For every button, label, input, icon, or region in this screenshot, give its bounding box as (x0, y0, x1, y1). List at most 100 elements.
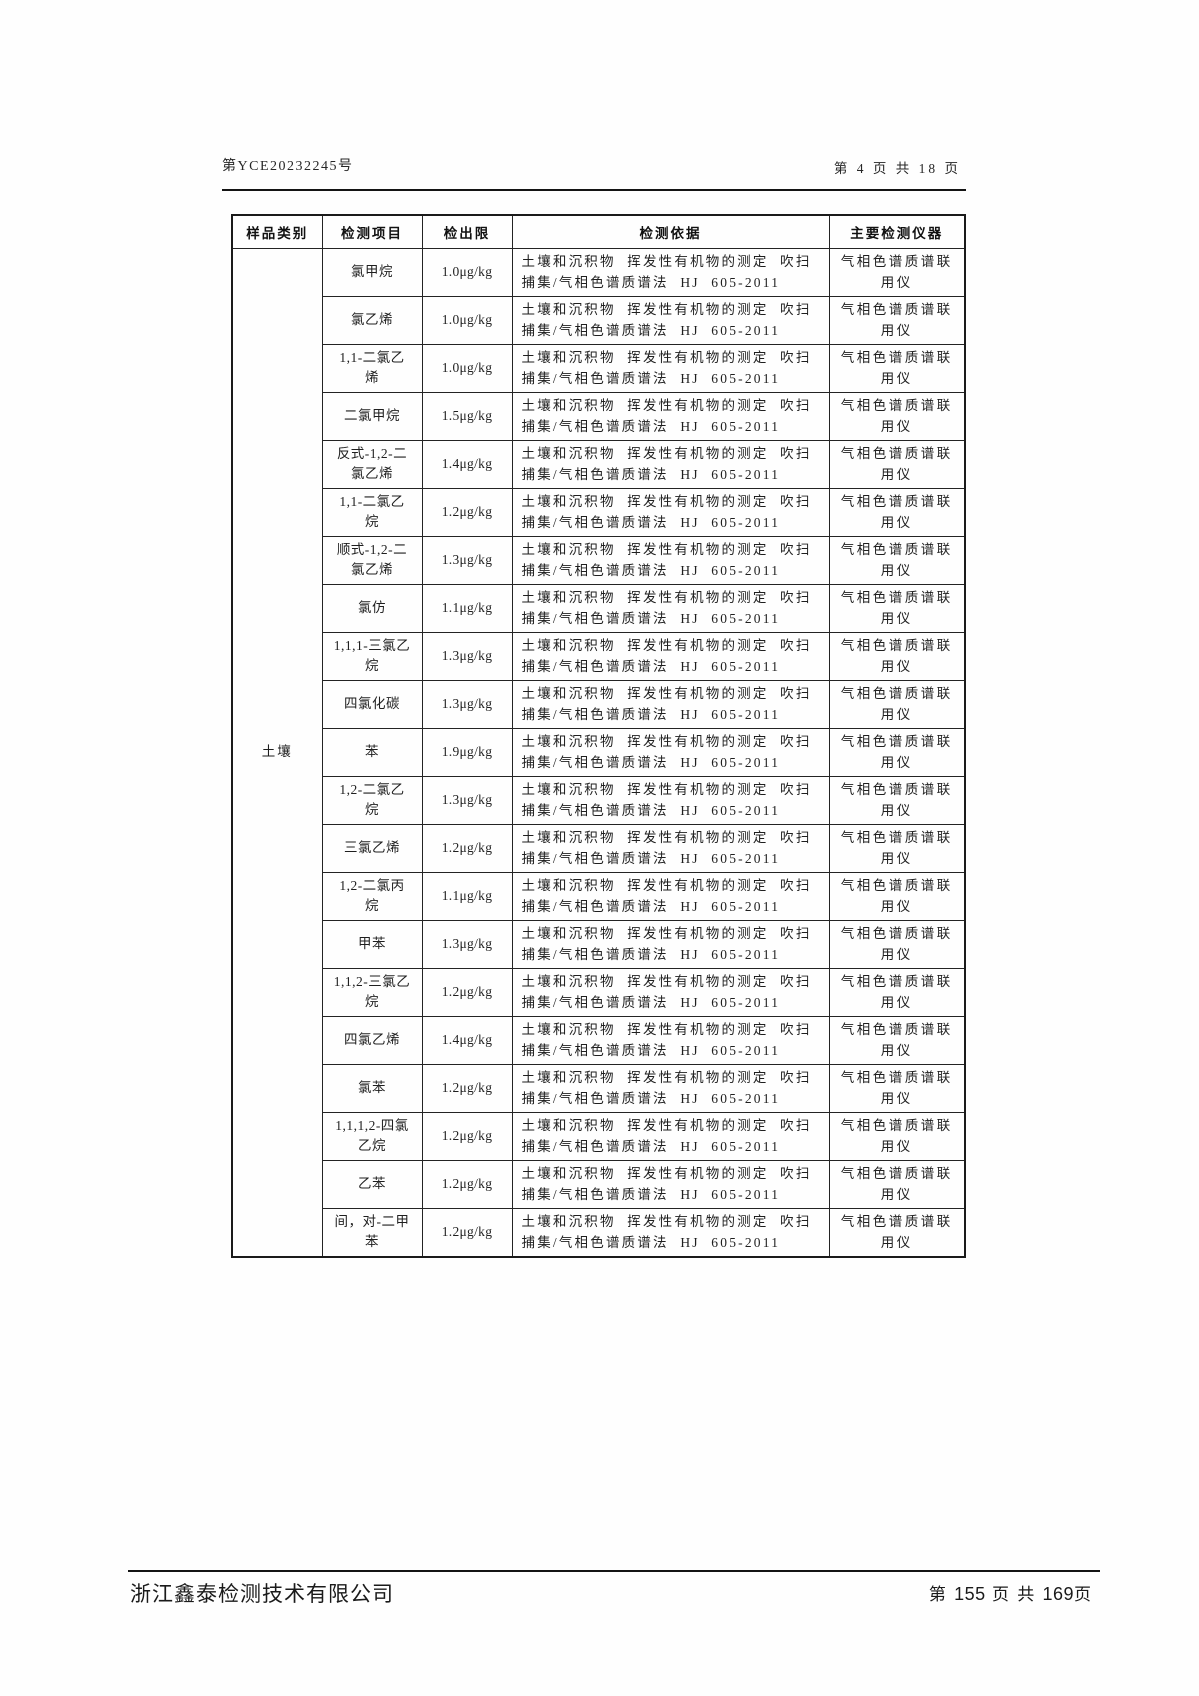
footer-label-ye: 页 (1074, 1585, 1093, 1604)
test-basis-cell: 土壤和沉积物 挥发性有机物的测定 吹扫 捕集/气相色谱质谱法 HJ 605-20… (511, 679, 830, 729)
footer-company-name: 浙江鑫泰检测技术有限公司 (130, 1582, 394, 1606)
table-row: 1,2-二氯乙 烷 1.3μg/kg 土壤和沉积物 挥发性有机物的测定 吹扫 捕… (232, 775, 966, 825)
table-row: 1,1-二氯乙 烯 1.0μg/kg 土壤和沉积物 挥发性有机物的测定 吹扫 捕… (232, 343, 966, 393)
col-header-test-basis: 检测依据 (511, 214, 830, 249)
detection-limit-cell: 1.2μg/kg (421, 823, 513, 873)
test-item-cell: 1,2-二氯丙 烷 (321, 871, 423, 921)
table-row: 氯仿 1.1μg/kg 土壤和沉积物 挥发性有机物的测定 吹扫 捕集/气相色谱质… (232, 583, 966, 633)
test-item-cell: 1,1,2-三氯乙 烷 (321, 967, 423, 1017)
test-basis-cell: 土壤和沉积物 挥发性有机物的测定 吹扫 捕集/气相色谱质谱法 HJ 605-20… (511, 487, 830, 537)
table-row: 1,1,1,2-四氯 乙烷 1.2μg/kg 土壤和沉积物 挥发性有机物的测定 … (232, 1111, 966, 1161)
table-row: 顺式-1,2-二 氯乙烯 1.3μg/kg 土壤和沉积物 挥发性有机物的测定 吹… (232, 535, 966, 585)
instrument-cell: 气相色谱质谱联 用仪 (828, 247, 966, 297)
test-basis-cell: 土壤和沉积物 挥发性有机物的测定 吹扫 捕集/气相色谱质谱法 HJ 605-20… (511, 1111, 830, 1161)
test-item-cell: 苯 (321, 727, 423, 777)
test-basis-cell: 土壤和沉积物 挥发性有机物的测定 吹扫 捕集/气相色谱质谱法 HJ 605-20… (511, 1015, 830, 1065)
table-row: 甲苯 1.3μg/kg 土壤和沉积物 挥发性有机物的测定 吹扫 捕集/气相色谱质… (232, 919, 966, 969)
instrument-cell: 气相色谱质谱联 用仪 (828, 631, 966, 681)
col-header-test-item: 检测项目 (321, 214, 423, 249)
test-basis-cell: 土壤和沉积物 挥发性有机物的测定 吹扫 捕集/气相色谱质谱法 HJ 605-20… (511, 343, 830, 393)
detection-limit-cell: 1.4μg/kg (421, 439, 513, 489)
detection-limit-cell: 1.2μg/kg (421, 487, 513, 537)
instrument-cell: 气相色谱质谱联 用仪 (828, 295, 966, 345)
test-item-cell: 1,1,1,2-四氯 乙烷 (321, 1111, 423, 1161)
table-row: 1,1,1-三氯乙 烷 1.3μg/kg 土壤和沉积物 挥发性有机物的测定 吹扫… (232, 631, 966, 681)
test-item-cell: 1,1-二氯乙 烯 (321, 343, 423, 393)
detection-limit-cell: 1.9μg/kg (421, 727, 513, 777)
detection-limit-cell: 1.2μg/kg (421, 1063, 513, 1113)
footer-page-number: 155 (954, 1584, 986, 1604)
detection-limit-cell: 1.0μg/kg (421, 343, 513, 393)
detection-limit-cell: 1.1μg/kg (421, 871, 513, 921)
table-row: 1,1-二氯乙 烷 1.2μg/kg 土壤和沉积物 挥发性有机物的测定 吹扫 捕… (232, 487, 966, 537)
test-basis-cell: 土壤和沉积物 挥发性有机物的测定 吹扫 捕集/气相色谱质谱法 HJ 605-20… (511, 391, 830, 441)
instrument-cell: 气相色谱质谱联 用仪 (828, 487, 966, 537)
test-item-cell: 氯乙烯 (321, 295, 423, 345)
detection-limit-cell: 1.3μg/kg (421, 631, 513, 681)
test-basis-cell: 土壤和沉积物 挥发性有机物的测定 吹扫 捕集/气相色谱质谱法 HJ 605-20… (511, 727, 830, 777)
table-row: 四氯化碳 1.3μg/kg 土壤和沉积物 挥发性有机物的测定 吹扫 捕集/气相色… (232, 679, 966, 729)
test-basis-cell: 土壤和沉积物 挥发性有机物的测定 吹扫 捕集/气相色谱质谱法 HJ 605-20… (511, 247, 830, 297)
table-row: 苯 1.9μg/kg 土壤和沉积物 挥发性有机物的测定 吹扫 捕集/气相色谱质谱… (232, 727, 966, 777)
detection-limit-cell: 1.4μg/kg (421, 1015, 513, 1065)
instrument-cell: 气相色谱质谱联 用仪 (828, 775, 966, 825)
test-item-cell: 二氯甲烷 (321, 391, 423, 441)
test-item-cell: 乙苯 (321, 1159, 423, 1209)
test-basis-cell: 土壤和沉积物 挥发性有机物的测定 吹扫 捕集/气相色谱质谱法 HJ 605-20… (511, 631, 830, 681)
test-item-cell: 四氯化碳 (321, 679, 423, 729)
detection-limit-cell: 1.3μg/kg (421, 919, 513, 969)
table-row: 1,2-二氯丙 烷 1.1μg/kg 土壤和沉积物 挥发性有机物的测定 吹扫 捕… (232, 871, 966, 921)
test-item-cell: 间，对-二甲 苯 (321, 1207, 423, 1257)
test-basis-cell: 土壤和沉积物 挥发性有机物的测定 吹扫 捕集/气相色谱质谱法 HJ 605-20… (511, 871, 830, 921)
test-basis-cell: 土壤和沉积物 挥发性有机物的测定 吹扫 捕集/气相色谱质谱法 HJ 605-20… (511, 1207, 830, 1257)
table-row: 土壤 氯甲烷 1.0μg/kg 土壤和沉积物 挥发性有机物的测定 吹扫 捕集/气相… (231, 247, 966, 1257)
test-basis-cell: 土壤和沉积物 挥发性有机物的测定 吹扫 捕集/气相色谱质谱法 HJ 605-20… (511, 775, 830, 825)
test-table-body: 土壤 氯甲烷 1.0μg/kg 土壤和沉积物 挥发性有机物的测定 吹扫 捕集/气相… (231, 247, 966, 1257)
table-row: 二氯甲烷 1.5μg/kg 土壤和沉积物 挥发性有机物的测定 吹扫 捕集/气相色… (232, 391, 966, 441)
table-row: 1,1,2-三氯乙 烷 1.2μg/kg 土壤和沉积物 挥发性有机物的测定 吹扫… (232, 967, 966, 1017)
detection-limit-cell: 1.2μg/kg (421, 1207, 513, 1257)
header-rule (222, 189, 966, 192)
test-item-cell: 1,1,1-三氯乙 烷 (321, 631, 423, 681)
table-row: 间，对-二甲 苯 1.2μg/kg 土壤和沉积物 挥发性有机物的测定 吹扫 捕集… (232, 1207, 966, 1257)
col-header-detection-limit: 检出限 (421, 214, 513, 249)
footer-page-indicator: 第 155 页 共 169页 (929, 1580, 1093, 1605)
col-header-main-instrument: 主要检测仪器 (828, 214, 966, 249)
detection-limit-cell: 1.3μg/kg (421, 679, 513, 729)
test-item-cell: 氯仿 (321, 583, 423, 633)
detection-limit-cell: 1.2μg/kg (421, 967, 513, 1017)
sample-category-cell: 土壤 (231, 247, 323, 1257)
footer-label-mid: 页 共 (991, 1585, 1037, 1604)
table-row: 氯苯 1.2μg/kg 土壤和沉积物 挥发性有机物的测定 吹扫 捕集/气相色谱质… (232, 1063, 966, 1113)
test-item-cell: 顺式-1,2-二 氯乙烯 (321, 535, 423, 585)
test-item-cell: 1,1-二氯乙 烷 (321, 487, 423, 537)
section-page-indicator: 第 4 页 共 18 页 (833, 161, 961, 176)
instrument-cell: 气相色谱质谱联 用仪 (828, 583, 966, 633)
test-basis-cell: 土壤和沉积物 挥发性有机物的测定 吹扫 捕集/气相色谱质谱法 HJ 605-20… (511, 583, 830, 633)
report-number: 第YCE20232245号 (222, 159, 354, 174)
instrument-cell: 气相色谱质谱联 用仪 (828, 871, 966, 921)
test-basis-cell: 土壤和沉积物 挥发性有机物的测定 吹扫 捕集/气相色谱质谱法 HJ 605-20… (511, 439, 830, 489)
test-item-cell: 四氯乙烯 (321, 1015, 423, 1065)
detection-limit-cell: 1.1μg/kg (421, 583, 513, 633)
test-item-cell: 氯苯 (321, 1063, 423, 1113)
table-header-row: 样品类别 检测项目 检出限 检测依据 主要检测仪器 (231, 214, 966, 249)
detection-methods-table: 样品类别 检测项目 检出限 检测依据 主要检测仪器 土壤 氯甲烷 1.0μg/kg… (231, 214, 966, 1258)
test-item-cell: 甲苯 (321, 919, 423, 969)
table-row: 三氯乙烯 1.2μg/kg 土壤和沉积物 挥发性有机物的测定 吹扫 捕集/气相色… (232, 823, 966, 873)
detection-limit-cell: 1.0μg/kg (421, 295, 513, 345)
instrument-cell: 气相色谱质谱联 用仪 (828, 535, 966, 585)
col-header-sample-category: 样品类别 (231, 214, 323, 249)
instrument-cell: 气相色谱质谱联 用仪 (828, 727, 966, 777)
footer-total-pages: 169 (1042, 1584, 1074, 1604)
test-basis-cell: 土壤和沉积物 挥发性有机物的测定 吹扫 捕集/气相色谱质谱法 HJ 605-20… (511, 823, 830, 873)
test-basis-cell: 土壤和沉积物 挥发性有机物的测定 吹扫 捕集/气相色谱质谱法 HJ 605-20… (511, 967, 830, 1017)
test-basis-cell: 土壤和沉积物 挥发性有机物的测定 吹扫 捕集/气相色谱质谱法 HJ 605-20… (511, 535, 830, 585)
table-row: 乙苯 1.2μg/kg 土壤和沉积物 挥发性有机物的测定 吹扫 捕集/气相色谱质… (232, 1159, 966, 1209)
detection-limit-cell: 1.3μg/kg (421, 535, 513, 585)
test-basis-cell: 土壤和沉积物 挥发性有机物的测定 吹扫 捕集/气相色谱质谱法 HJ 605-20… (511, 1063, 830, 1113)
footer-label-di: 第 (928, 1585, 948, 1604)
test-item-cell: 1,2-二氯乙 烷 (321, 775, 423, 825)
instrument-cell: 气相色谱质谱联 用仪 (828, 1159, 966, 1209)
